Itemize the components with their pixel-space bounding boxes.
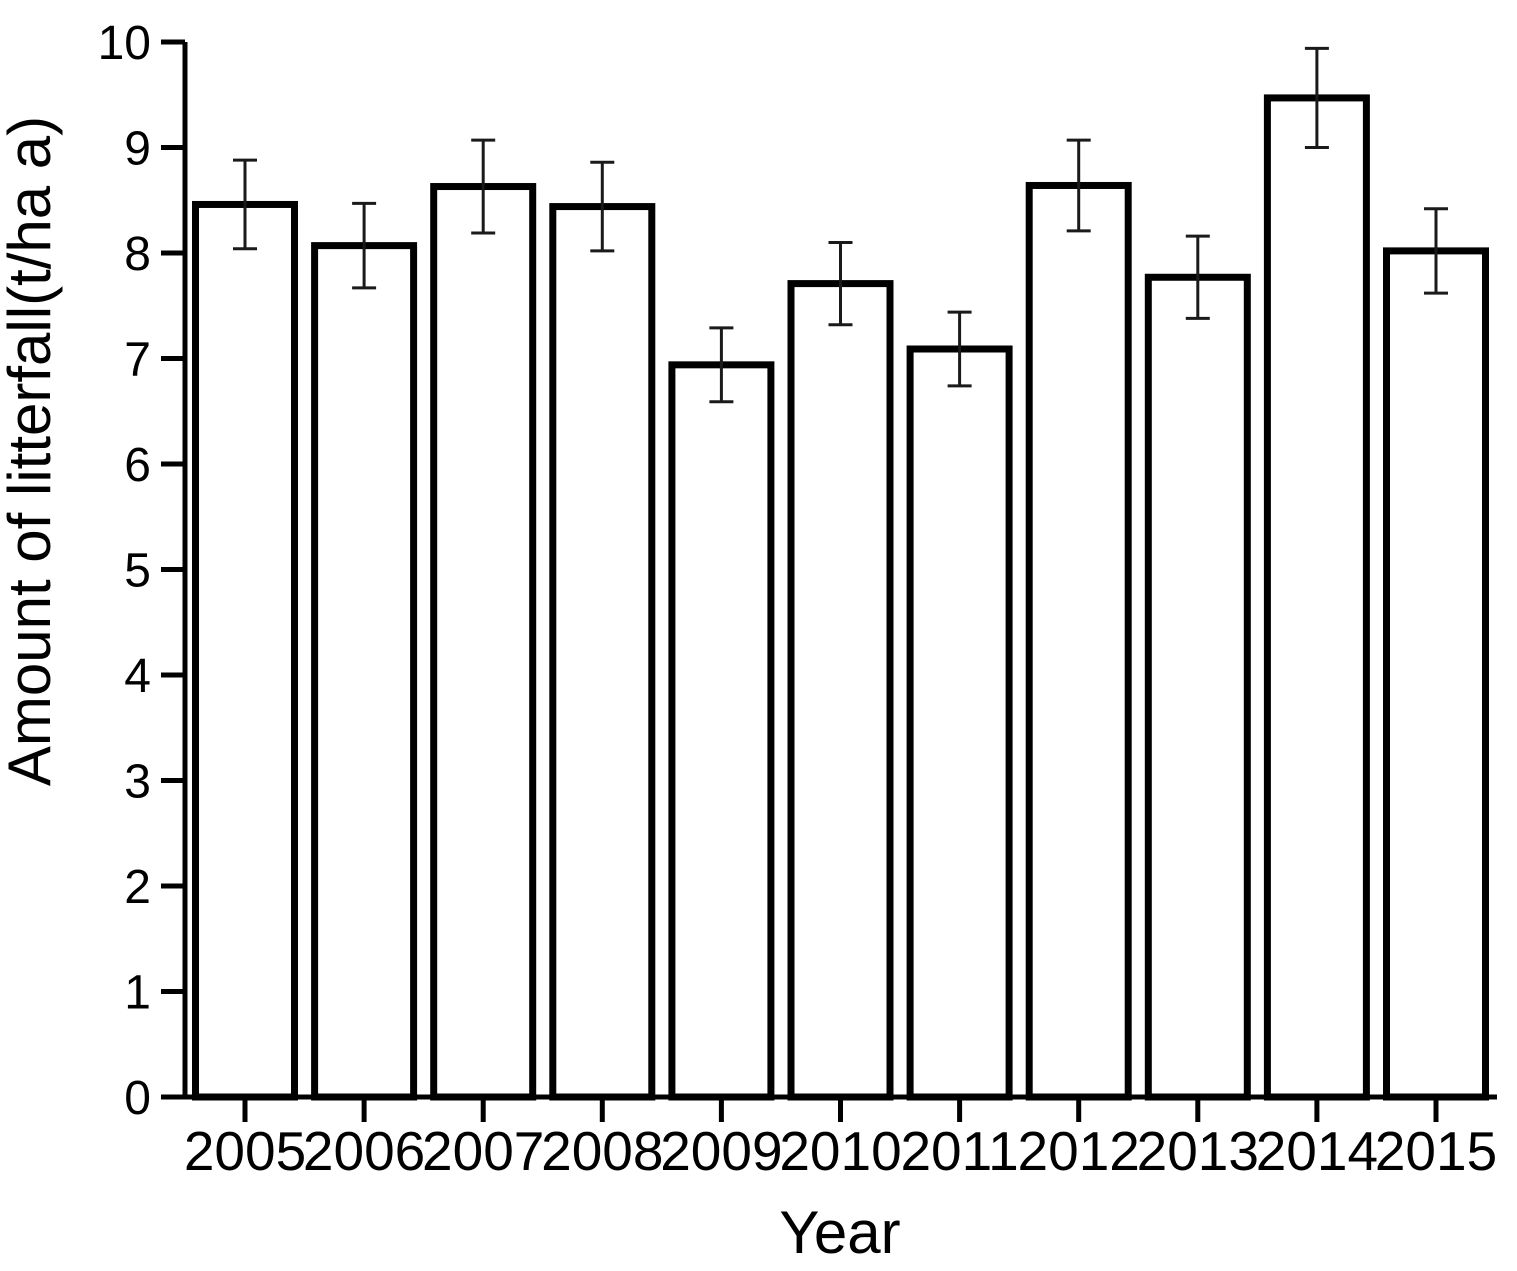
x-tick-label-2011: 2011	[900, 1120, 1018, 1182]
bar-2015	[1383, 247, 1489, 1101]
error-bars-layer	[233, 46, 1448, 404]
bar-2013	[1144, 273, 1251, 1101]
bar-2010	[787, 280, 894, 1101]
y-tick-label-10: 10	[98, 17, 151, 70]
y-tick-label-6: 6	[124, 439, 151, 492]
bar-2014	[1263, 94, 1370, 1101]
x-axis-title: Year	[779, 1199, 900, 1266]
tick-labels-layer: 2005200620072008200920102011201220132014…	[98, 17, 1498, 1182]
y-tick-label-8: 8	[124, 228, 151, 281]
y-axis-title: Amount of litterfall(t/ha a)	[0, 116, 63, 786]
bar-2005	[192, 200, 298, 1101]
x-tick-label-2014: 2014	[1256, 1120, 1378, 1182]
bar-2006	[311, 242, 418, 1101]
x-tick-label-2006: 2006	[303, 1120, 425, 1182]
x-tick-label-2010: 2010	[779, 1120, 901, 1182]
y-tick-label-5: 5	[124, 545, 151, 598]
y-tick-label-1: 1	[124, 967, 151, 1020]
x-tick-label-2015: 2015	[1375, 1120, 1497, 1182]
bar-2012	[1025, 181, 1132, 1101]
x-tick-label-2013: 2013	[1137, 1120, 1259, 1182]
y-tick-label-2: 2	[124, 861, 151, 914]
x-tick-label-2009: 2009	[660, 1120, 782, 1182]
y-tick-label-9: 9	[124, 123, 151, 176]
bar-2011	[906, 345, 1013, 1101]
x-tick-label-2005: 2005	[184, 1120, 306, 1182]
y-tick-label-0: 0	[124, 1072, 151, 1125]
x-tick-label-2008: 2008	[541, 1120, 663, 1182]
x-tick-label-2007: 2007	[422, 1120, 544, 1182]
y-tick-label-3: 3	[124, 756, 151, 809]
y-tick-label-4: 4	[124, 650, 151, 703]
x-tick-label-2012: 2012	[1018, 1120, 1140, 1182]
bar-2009	[668, 361, 775, 1101]
axes-layer	[161, 39, 1497, 1122]
y-tick-label-7: 7	[124, 334, 151, 387]
bar-2008	[549, 203, 656, 1101]
bar-2007	[430, 183, 537, 1101]
